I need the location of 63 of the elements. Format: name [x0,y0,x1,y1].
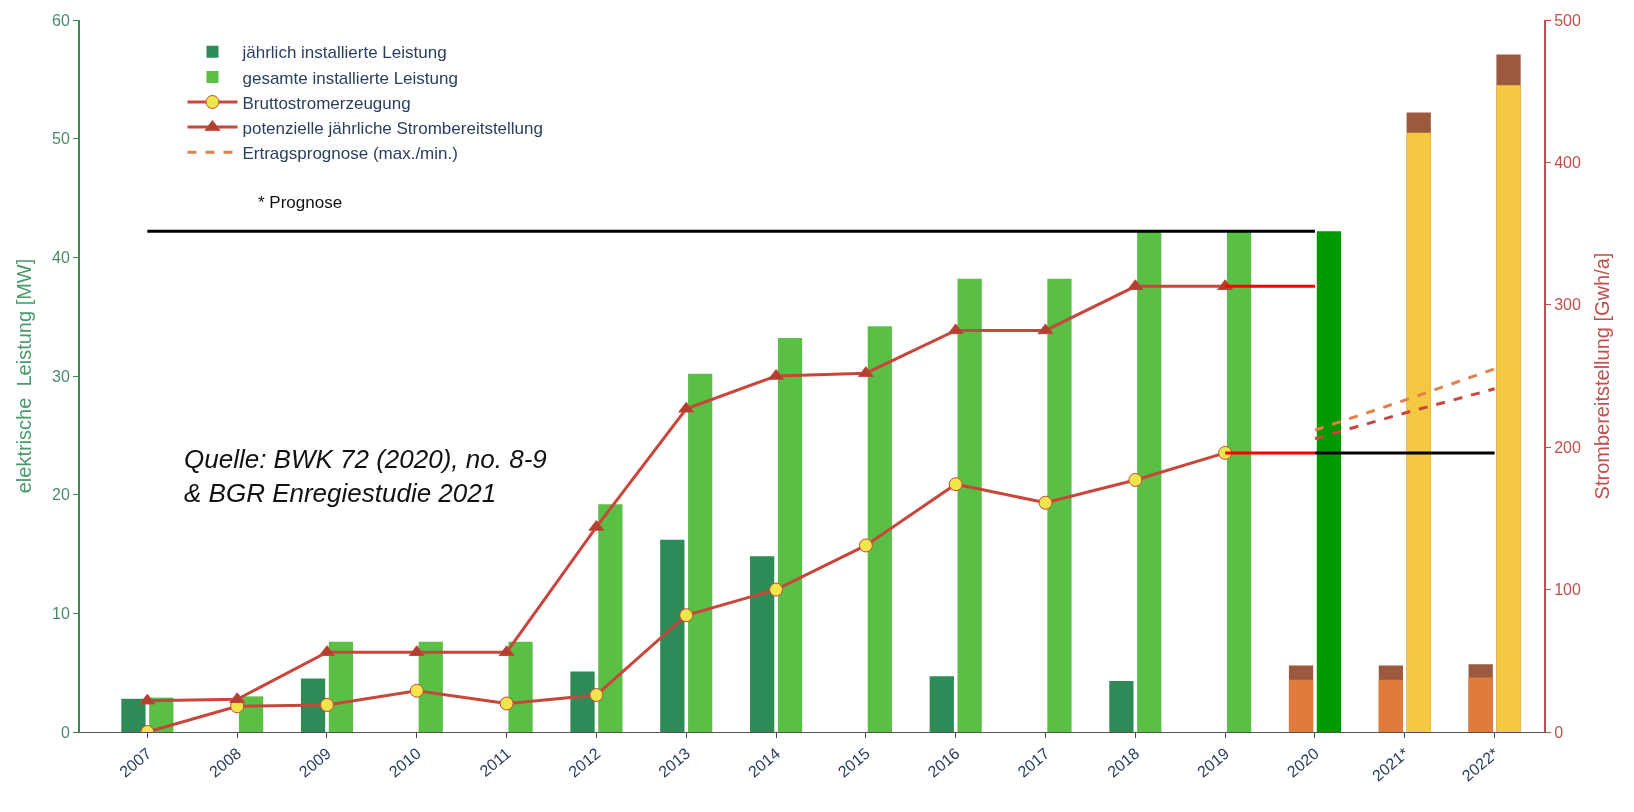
bar [867,326,892,732]
point [679,608,694,623]
annotation: * Prognose [258,193,343,212]
point [408,645,425,657]
bar [1226,231,1252,732]
y2-tick-label: 500 [1554,11,1581,29]
y-tick-label: 0 [60,723,70,741]
point [769,582,784,597]
bar [750,556,775,732]
point [139,693,156,705]
point [499,696,514,711]
legend-label: Ertragsprognose (max./min.) [242,143,458,163]
y2-tick-label: 200 [1554,438,1581,456]
y-tick-label: 40 [52,248,70,266]
annotation: Quelle: BWK 72 (2020), no. 8-9 & BGR Enregiestudie 2021 [184,444,547,508]
y2-tick-label: 300 [1554,296,1581,314]
bar [570,671,595,732]
y-axis-title: elektrische Leistung [MW] [13,258,35,494]
point [1128,472,1143,487]
bar [660,539,685,732]
point [948,477,963,492]
bar [300,678,326,732]
bar [777,338,803,732]
bar [1109,680,1134,732]
legend-label: jährlich installierte Leistung [241,43,447,63]
bar [1316,231,1342,732]
point [318,645,335,657]
legend-label: Bruttostromerzeugung [242,93,411,113]
legend-label: gesamte installierte Leistung [242,68,458,88]
bar [929,676,954,732]
bar [1378,679,1403,732]
point [858,538,873,553]
y2-tick-label: 0 [1554,723,1564,741]
bar [418,641,443,732]
y-tick-label: 30 [52,367,70,385]
bar [121,698,146,732]
point [1038,495,1053,510]
point [947,323,964,335]
y2-tick-label: 400 [1554,154,1581,171]
bar [1288,679,1314,732]
y-tick-label: 10 [52,604,70,622]
point [1127,279,1144,291]
y-tick-label: 50 [52,130,70,148]
bar [957,278,982,732]
bar [688,373,713,732]
point [1037,323,1054,335]
point [678,401,695,413]
legend-label: potenzielle jährliche Strombereitstellung [242,118,543,138]
point [588,519,605,531]
y2-axis-title: Strombereitstellung [Gwh/a] [1591,252,1613,500]
bar [1047,278,1072,732]
point [409,683,424,698]
point [498,645,515,657]
bar [508,641,533,732]
bar [328,641,354,732]
y-tick-label: 60 [52,11,70,29]
bar [1137,231,1162,732]
point [589,687,604,702]
y2-tick-label: 100 [1554,581,1581,599]
bar [1468,677,1493,732]
bar [598,504,623,732]
y-tick-label: 20 [52,486,70,504]
point [320,697,334,712]
